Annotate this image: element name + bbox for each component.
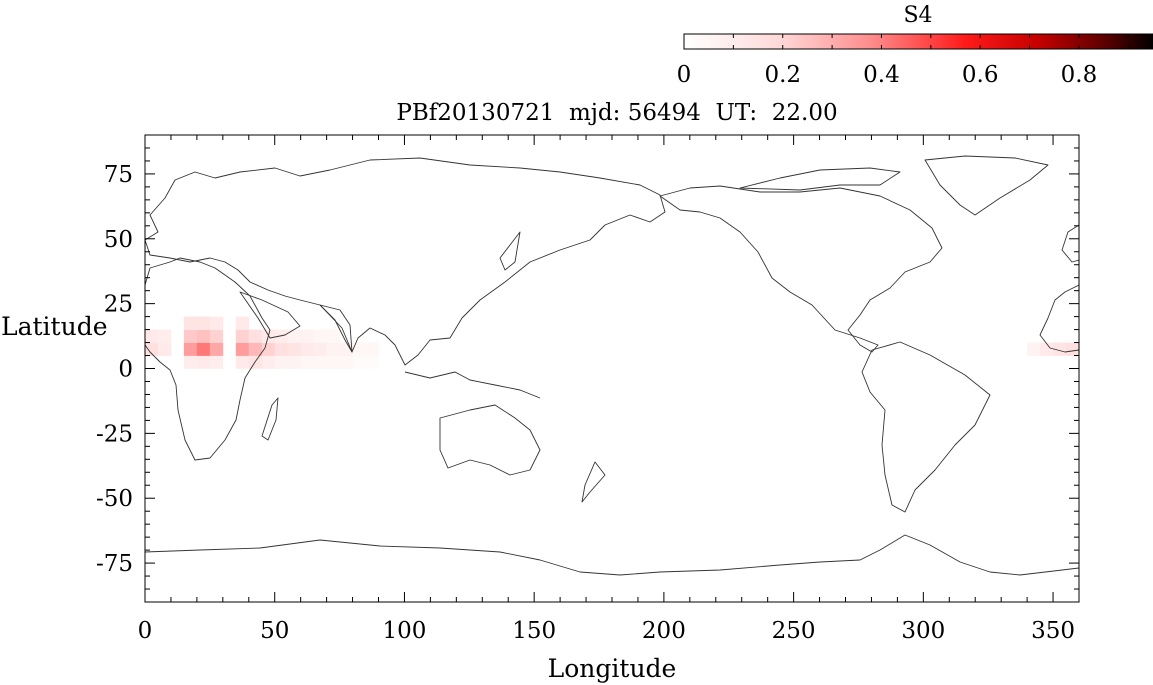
heatmap-cell <box>209 329 224 343</box>
coastline-britain-east <box>1061 224 1079 263</box>
heatmap-cells <box>145 316 1079 369</box>
y-tick-label: 50 <box>104 227 133 253</box>
coastline-greenland <box>924 155 1049 216</box>
coastline-north-america <box>659 185 943 353</box>
y-axis: 75 50 25 0 -25 -50 -75 <box>96 134 1079 603</box>
heatmap-cell <box>274 355 288 369</box>
coastline-indonesia <box>404 371 541 399</box>
x-axis-label: Longitude <box>548 654 677 683</box>
x-tick-label: 50 <box>260 618 289 644</box>
heatmap-cell <box>235 342 250 356</box>
coastline-arabia <box>239 291 301 339</box>
colorbar-label: S4 <box>903 3 932 28</box>
heatmap-cell <box>287 342 301 356</box>
colorbar-tick-label: 0.8 <box>1061 62 1098 88</box>
heatmap-cell <box>1027 342 1041 356</box>
heatmap-cell <box>209 355 224 369</box>
y-tick-label: 75 <box>104 162 133 188</box>
heatmap-cell <box>1053 342 1067 356</box>
heatmap-cell <box>300 355 314 369</box>
y-tick-label: 0 <box>118 357 133 383</box>
x-tick-label: 200 <box>642 618 686 644</box>
x-tick-label: 150 <box>512 618 556 644</box>
heatmap-cell <box>326 342 340 356</box>
colorbar-ticks: 0 0.2 0.4 0.6 0.8 <box>677 34 1129 88</box>
heatmap-cell <box>196 329 211 343</box>
heatmap-cell <box>365 355 379 369</box>
heatmap-cell <box>326 329 340 343</box>
colorbar-tick-label: 0 <box>677 62 692 88</box>
heatmap-cell <box>365 342 379 356</box>
coastline-arctic-islands <box>739 167 901 191</box>
heatmap-cell <box>326 355 340 369</box>
coastlines <box>145 155 1079 576</box>
heatmap-cell <box>196 342 211 356</box>
colorbar-gradient <box>683 33 1153 50</box>
heatmap-cell <box>209 342 224 356</box>
x-tick-label: 250 <box>772 618 816 644</box>
heatmap-cell <box>300 329 314 343</box>
coastline-eurasia <box>145 157 666 366</box>
coastline-australia <box>439 404 541 476</box>
heatmap-cell <box>196 316 211 330</box>
heatmap-cell <box>352 355 366 369</box>
coastline-madagascar <box>261 397 279 441</box>
heatmap-cell <box>158 342 172 356</box>
heatmap-cell <box>248 329 263 343</box>
colorbar-tick-label: 0.2 <box>764 62 801 88</box>
heatmap-cell <box>313 342 327 356</box>
x-tick-label: 300 <box>901 618 945 644</box>
heatmap-cell <box>183 342 198 356</box>
heatmap-cell <box>235 355 250 369</box>
heatmap-cell <box>209 316 224 330</box>
heatmap-cell <box>145 329 159 343</box>
heatmap-cell <box>196 355 211 369</box>
coastline-iberia-east <box>1039 284 1079 353</box>
coastline-africa <box>145 257 271 461</box>
heatmap-cell <box>235 316 250 330</box>
x-axis: 0 50 100 150 200 250 300 350 <box>138 135 1080 644</box>
colorbar-tick-label: 0.4 <box>863 62 900 88</box>
heatmap-cell <box>300 342 314 356</box>
heatmap-cell <box>248 342 263 356</box>
chart-title: PBf20130721 mjd: 56494 UT: 22.00 <box>396 100 837 126</box>
heatmap-cell <box>352 342 366 356</box>
y-tick-label: -25 <box>96 421 133 447</box>
heatmap-cell <box>313 329 327 343</box>
colorbar-tick-label: 0.6 <box>962 62 999 88</box>
heatmap-cell <box>313 355 327 369</box>
colorbar: S4 0 0.2 0.4 0.6 0.8 <box>677 3 1153 88</box>
coastline-japan <box>499 231 521 271</box>
y-axis-label: Latitude <box>1 312 108 341</box>
x-tick-label: 100 <box>382 618 426 644</box>
coastline-india <box>319 304 353 353</box>
heatmap-cell <box>183 355 198 369</box>
heatmap-cell <box>287 355 301 369</box>
heatmap-cell <box>1040 342 1054 356</box>
coastline-antarctica <box>145 534 1079 576</box>
heatmap-cell <box>274 329 288 343</box>
heatmap-cell <box>158 329 172 343</box>
heatmap-cell <box>1066 342 1079 356</box>
coastline-south-america <box>861 341 991 513</box>
heatmap-cell <box>261 355 276 369</box>
y-tick-label: -50 <box>96 486 133 512</box>
x-tick-label: 350 <box>1031 618 1075 644</box>
x-tick-label: 0 <box>138 618 153 644</box>
heatmap-cell <box>248 355 263 369</box>
y-tick-label: 25 <box>104 292 133 318</box>
heatmap-cell <box>235 329 250 343</box>
heatmap-cell <box>274 342 288 356</box>
heatmap-cell <box>339 355 353 369</box>
heatmap-cell <box>183 329 198 343</box>
heatmap-cell <box>183 316 198 330</box>
y-tick-label: -75 <box>96 551 133 577</box>
heatmap-cell <box>145 342 159 356</box>
heatmap-cell <box>287 329 301 343</box>
coastline-new-zealand <box>581 461 606 503</box>
